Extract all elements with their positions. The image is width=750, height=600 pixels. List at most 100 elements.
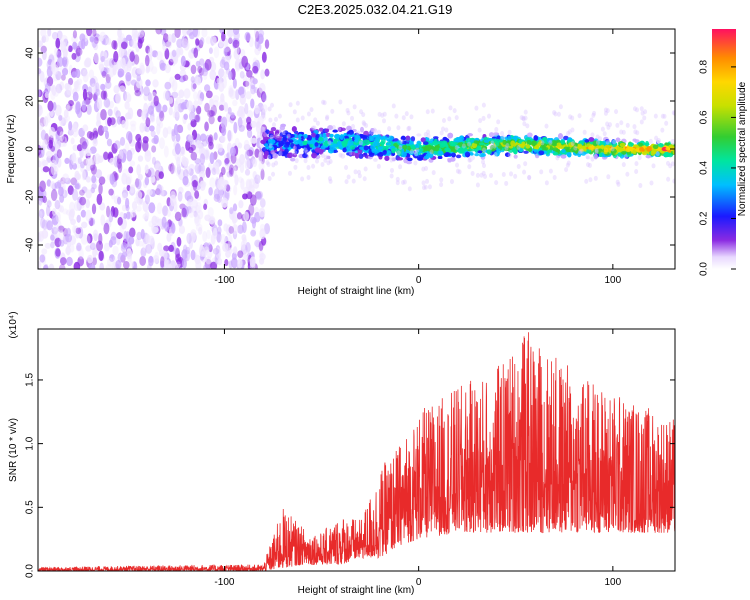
heatmap-cell <box>632 144 638 148</box>
heatmap-cell <box>185 166 191 175</box>
heatmap-cell <box>103 151 109 161</box>
heatmap-cell <box>88 69 95 79</box>
heatmap-cell <box>53 227 61 239</box>
heatmap-cell <box>413 149 418 155</box>
heatmap-cell <box>64 157 70 164</box>
heatmap-cell <box>431 140 438 146</box>
heatmap-cell <box>588 137 595 142</box>
heatmap-cell <box>217 258 223 266</box>
heatmap-cell <box>59 194 65 203</box>
heatmap-cell <box>59 205 64 213</box>
heatmap-cell <box>171 49 177 58</box>
heatmap-cell <box>426 133 431 139</box>
heatmap-cell <box>331 124 336 130</box>
heatmap-cell <box>66 256 73 267</box>
heatmap-cell <box>187 122 192 131</box>
heatmap-cell <box>523 109 528 115</box>
heatmap-cell <box>229 207 234 215</box>
heatmap-cell <box>159 137 165 150</box>
heatmap-cell <box>369 136 375 142</box>
heatmap-cell <box>632 138 637 142</box>
heatmap-cell <box>409 140 414 146</box>
heatmap-cell <box>71 52 77 60</box>
heatmap-cell <box>270 149 275 155</box>
heatmap-cell <box>259 250 264 258</box>
heatmap-cell <box>293 164 298 170</box>
heatmap-cell <box>102 126 109 133</box>
heatmap-cell <box>379 136 385 140</box>
heatmap-cell <box>136 74 141 82</box>
heatmap-cell <box>58 264 66 269</box>
heatmap-cell <box>265 129 270 135</box>
heatmap-cell <box>592 110 597 116</box>
heatmap-cell <box>148 255 154 267</box>
heatmap-cell <box>120 41 128 50</box>
heatmap-cell <box>129 184 135 194</box>
heatmap-cell <box>194 158 201 165</box>
heatmap-cell <box>153 134 159 145</box>
snr-scale-label: (x10⁴) <box>8 311 19 338</box>
heatmap-cell <box>290 142 295 149</box>
heatmap-cell <box>372 142 378 147</box>
heatmap-cell <box>210 261 218 269</box>
heatmap-cell <box>209 177 216 189</box>
heatmap-cell <box>209 215 216 226</box>
heatmap-cell <box>92 247 97 258</box>
heatmap-cell <box>672 148 675 155</box>
heatmap-cell <box>617 152 623 157</box>
heatmap-cell <box>254 104 260 115</box>
heatmap-cell <box>176 156 181 167</box>
heatmap-cell <box>488 145 493 151</box>
heatmap-cell <box>650 149 656 156</box>
heatmap-cell <box>315 158 320 164</box>
heatmap-cell <box>518 148 524 152</box>
heatmap-cell <box>46 220 53 231</box>
heatmap-cell <box>670 161 675 167</box>
heatmap-cell <box>128 166 134 174</box>
heatmap-cell <box>238 124 245 132</box>
heatmap-cell <box>137 137 142 149</box>
heatmap-cell <box>501 172 506 178</box>
heatmap-cell <box>605 139 610 145</box>
heatmap-cell <box>202 231 208 243</box>
heatmap-cell <box>271 171 276 177</box>
heatmap-cell <box>332 143 339 148</box>
heatmap-cell <box>363 130 369 136</box>
heatmap-cell <box>92 137 98 147</box>
heatmap-cell <box>54 200 61 210</box>
heatmap-cell <box>639 119 644 125</box>
heatmap-cell <box>541 143 547 148</box>
heatmap-cell <box>533 149 538 153</box>
heatmap-cell <box>213 46 220 59</box>
heatmap-cell <box>568 142 574 148</box>
heatmap-cell <box>85 209 92 222</box>
heatmap-cell <box>302 153 308 159</box>
heatmap-cell <box>156 123 161 135</box>
heatmap-cell <box>63 109 69 119</box>
heatmap-cell <box>48 139 53 149</box>
heatmap-cell <box>89 146 97 154</box>
heatmap-cell <box>135 178 142 190</box>
heatmap-cell <box>186 134 193 143</box>
heatmap-cell <box>204 121 209 132</box>
heatmap-cell <box>54 104 62 116</box>
heatmap-cell <box>649 180 654 186</box>
heatmap-cell <box>405 135 411 141</box>
heatmap-cell <box>344 164 349 170</box>
heatmap-cell <box>162 90 169 101</box>
heatmap-cell <box>261 93 268 102</box>
heatmap-cell <box>494 127 499 133</box>
heatmap-cell <box>89 242 96 251</box>
heatmap-cell <box>110 231 117 241</box>
heatmap-cell <box>86 235 91 245</box>
heatmap-cell <box>474 153 480 157</box>
heatmap-cell <box>111 143 118 154</box>
heatmap-cell <box>199 143 204 154</box>
heatmap-cell <box>394 113 399 119</box>
heatmap-cell <box>119 136 126 146</box>
heatmap-cell <box>239 71 245 79</box>
heatmap-cell <box>50 234 55 241</box>
heatmap-cell <box>145 243 153 254</box>
heatmap-cell <box>144 176 150 186</box>
heatmap-cell <box>444 127 449 133</box>
